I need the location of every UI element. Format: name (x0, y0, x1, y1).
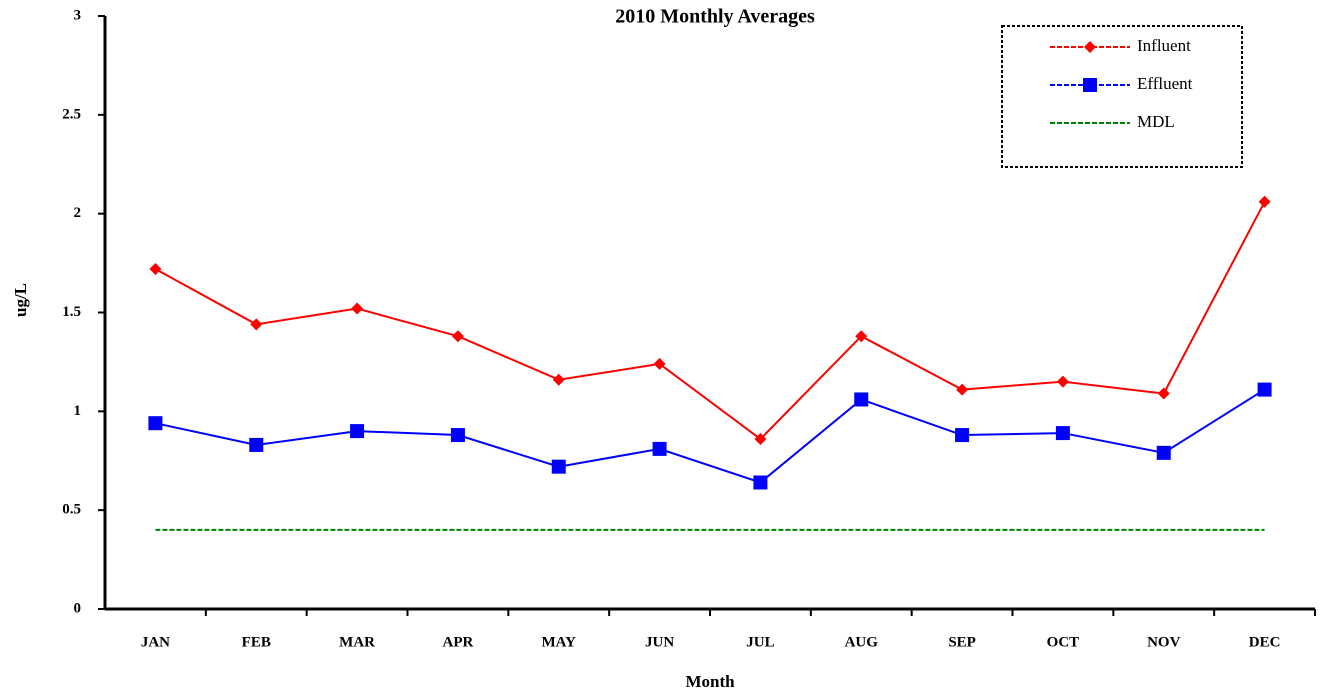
x-tick-label: AUG (845, 634, 879, 650)
x-tick-label: FEB (242, 634, 271, 650)
x-tick-label: JUL (746, 634, 774, 650)
marker (855, 330, 868, 343)
marker (1055, 426, 1070, 441)
marker (551, 459, 566, 474)
marker (1083, 78, 1097, 92)
x-tick-label: MAR (339, 634, 375, 650)
x-tick-label: APR (443, 634, 474, 650)
marker (956, 383, 969, 396)
x-tick-label: SEP (948, 634, 976, 650)
marker (249, 437, 264, 452)
marker (1156, 445, 1171, 460)
y-tick-label: 0.5 (62, 502, 81, 518)
marker (1157, 387, 1170, 400)
legend-label: MDL (1137, 112, 1175, 131)
y-tick-label: 2 (74, 205, 82, 221)
marker (753, 475, 768, 490)
x-tick-label: DEC (1249, 634, 1281, 650)
y-tick-label: 2.5 (62, 106, 81, 122)
marker (552, 373, 565, 386)
x-tick-label: NOV (1147, 634, 1181, 650)
marker (653, 357, 666, 370)
marker (149, 263, 162, 276)
marker (450, 428, 465, 443)
marker (754, 433, 767, 446)
y-axis-label: ug/L (11, 283, 30, 317)
y-tick-label: 1.5 (62, 304, 81, 320)
series-line (155, 388, 1266, 484)
marker (1258, 195, 1271, 208)
chart-title: 2010 Monthly Averages (615, 6, 815, 28)
marker (1084, 41, 1096, 53)
legend-label: Effluent (1137, 74, 1193, 93)
legend-box (1001, 25, 1243, 168)
y-tick-label: 1 (74, 403, 82, 419)
x-tick-label: JUN (645, 634, 674, 650)
series-line (154, 201, 1266, 441)
x-tick-label: JAN (141, 634, 170, 650)
marker (148, 416, 163, 431)
marker (854, 392, 869, 407)
x-tick-label: MAY (542, 634, 577, 650)
marker (250, 318, 263, 331)
x-tick-label: OCT (1047, 634, 1080, 650)
marker (1257, 382, 1272, 397)
marker (955, 428, 970, 443)
legend-label: Influent (1137, 36, 1191, 55)
marker (350, 424, 365, 439)
marker (351, 302, 364, 315)
marker (451, 330, 464, 343)
marker (652, 441, 667, 456)
marker (1056, 375, 1069, 388)
y-tick-label: 3 (74, 7, 82, 23)
x-axis-label: Month (685, 672, 735, 691)
y-tick-label: 0 (74, 600, 82, 616)
